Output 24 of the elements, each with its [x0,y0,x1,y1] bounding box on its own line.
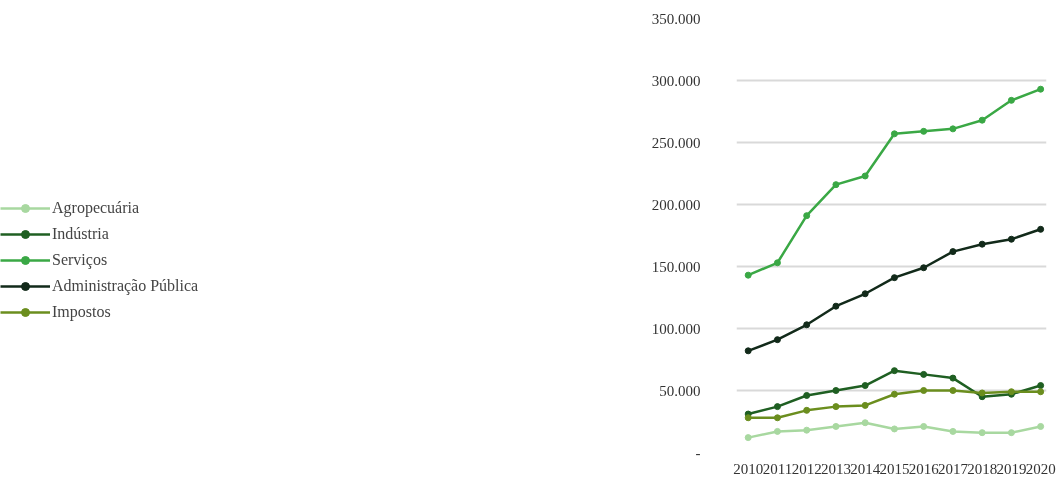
y-tick-label: 150.000 [651,258,701,275]
y-tick-label: 250.000 [651,134,701,151]
legend-label: Indústria [52,225,109,243]
x-tick-label: 2016 [908,460,940,477]
y-tick-label: 300.000 [651,72,701,89]
legend-label: Agropecuária [52,199,140,217]
x-tick-label: 2011 [762,460,793,477]
legend-label: Impostos [52,303,111,321]
legend-label: Serviços [52,251,108,269]
x-tick-label: 2018 [967,460,998,477]
x-tick-label: 2017 [937,460,969,477]
x-tick-label: 2014 [850,460,881,477]
x-tick-label: 2010 [733,460,764,477]
x-tick-label: 2020 [1025,460,1056,477]
y-tick-label: 200.000 [651,196,701,213]
y-tick-label: 50.000 [659,382,701,399]
y-tick-label: 100.000 [651,320,701,337]
y-tick-label: 350.000 [651,10,701,27]
x-tick-label: 2015 [879,460,910,477]
x-tick-label: 2019 [996,460,1027,477]
legend-label: Administração Pública [52,277,199,295]
x-tick-label: 2013 [820,460,851,477]
x-tick-label: 2012 [791,460,822,477]
y-tick-label: - [695,444,701,461]
